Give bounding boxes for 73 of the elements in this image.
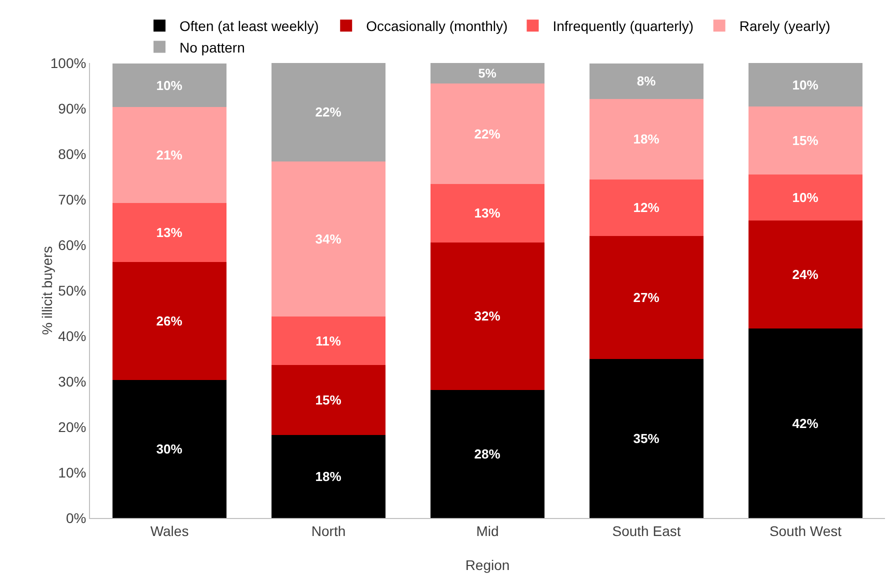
y-axis-title: % illicit buyers [39,246,55,335]
bar [589,98,704,180]
legend-label: Occasionally (monthly) [366,18,508,34]
bar [589,359,704,518]
data-label: 10% [156,78,183,93]
bar [430,184,545,242]
bar [112,63,227,108]
data-label: 15% [792,133,819,148]
y-tick-label: 0% [66,510,86,526]
data-label: 35% [633,431,660,446]
y-tick-label: 10% [58,464,86,480]
data-label: 13% [474,206,501,221]
y-tick-label: 20% [58,418,86,435]
data-label: 30% [156,442,183,457]
data-label: 34% [315,231,342,246]
bar [271,63,386,162]
data-label: 18% [633,132,660,147]
x-tick-label: Wales [150,522,189,539]
bar [271,316,386,366]
y-tick-label: 40% [58,328,86,344]
bar [112,107,227,204]
bar [271,161,386,316]
bar [589,63,704,99]
y-tick-label: 100% [50,54,86,71]
bar [748,63,863,107]
data-label: 18% [315,469,342,484]
legend-label: Often (at least weekly) [180,18,319,34]
bar [748,174,863,220]
data-label: 8% [636,74,656,89]
x-tick-label: South West [769,522,842,539]
data-label: 15% [315,392,342,408]
x-tick-label: North [311,522,346,539]
y-tick-label: 30% [58,373,86,390]
data-label: 21% [156,148,183,163]
bar [271,365,386,436]
legend-label: No pattern [180,39,245,56]
bar [112,380,227,518]
bar [589,179,704,236]
legend-label: Rarely (yearly) [739,18,830,34]
x-tick-label: Mid [476,522,499,539]
data-label: 12% [633,200,660,216]
bar [748,106,863,174]
data-label: 22% [315,104,342,120]
data-label: 42% [792,416,819,431]
bar [430,63,545,84]
bar [430,83,545,184]
data-label: 10% [792,190,819,205]
bar [589,236,704,360]
data-label: 32% [474,308,501,324]
data-label: 22% [474,126,501,142]
bar [112,203,227,262]
y-tick-label: 60% [58,236,86,253]
bar [748,328,863,518]
data-label: 11% [316,333,342,348]
data-label: 26% [156,313,183,328]
y-tick-label: 70% [58,191,86,208]
y-tick-label: 50% [58,282,86,298]
y-tick-label: 90% [58,100,86,116]
data-label: 28% [474,446,501,462]
data-label: 5% [478,66,496,81]
bar [112,262,227,380]
data-label: 10% [792,77,819,92]
y-tick-label: 80% [58,146,86,162]
bar [271,435,386,518]
data-label: 13% [156,224,183,240]
data-label: 24% [792,267,819,282]
bar [430,390,545,518]
legend-label: Infrequently (quarterly) [552,18,694,34]
x-axis-title: Region [465,557,510,573]
data-label: 27% [633,290,660,306]
x-tick-label: South East [612,522,681,539]
bar [430,242,545,390]
bar [748,220,863,329]
